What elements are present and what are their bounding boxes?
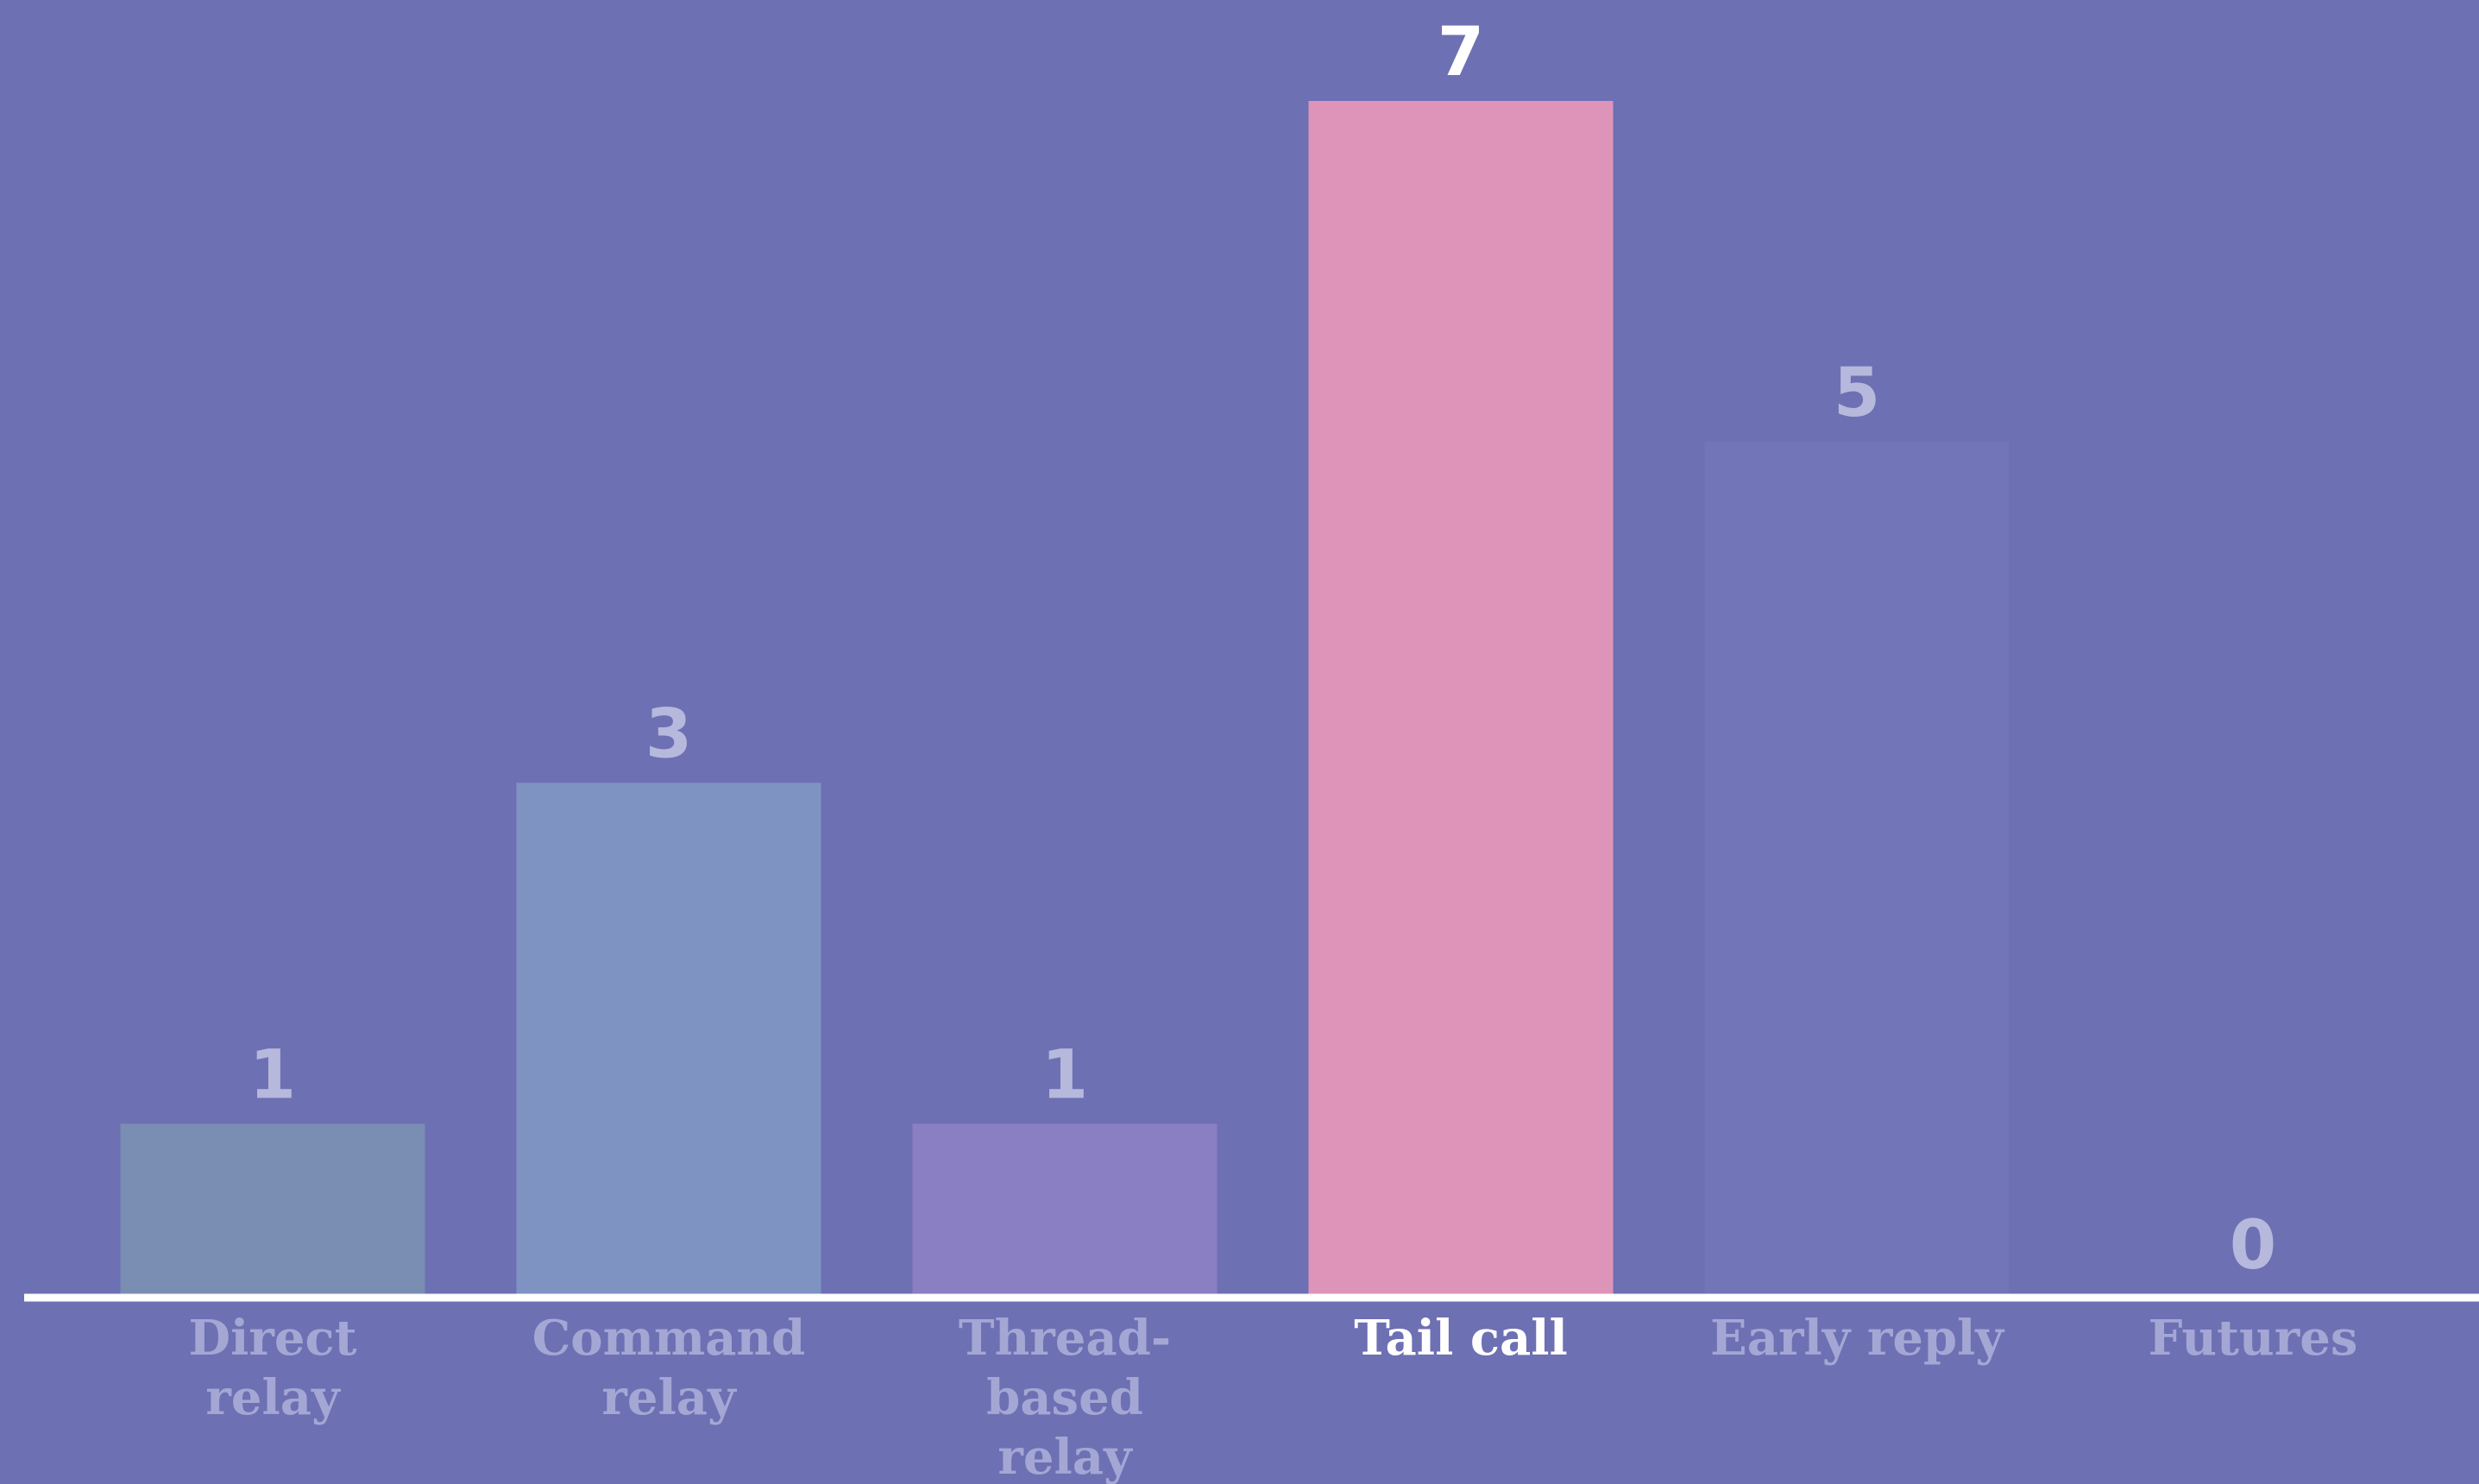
category-label-command-relay: Command relay [532, 1310, 806, 1426]
category-label-line: relay [601, 1369, 737, 1426]
bars-layer [120, 101, 2010, 1294]
category-label-early-reply: Early reply [1710, 1310, 2004, 1367]
category-label-line: Thread- [959, 1310, 1171, 1367]
bar-direct-relay [120, 1123, 425, 1294]
category-label-line: Direct [189, 1310, 357, 1367]
value-labels-layer: 1 3 1 7 5 0 [249, 14, 2276, 1285]
bar-tail-call [1308, 101, 1614, 1294]
category-label-line: Tail call [1354, 1310, 1568, 1367]
category-label-tail-call: Tail call [1354, 1310, 1568, 1367]
value-label-early-reply: 5 [1834, 355, 1880, 432]
category-label-line: relay [205, 1369, 341, 1426]
category-label-thread-based-relay: Thread-based relay [959, 1310, 1171, 1484]
value-label-futures: 0 [2230, 1207, 2276, 1285]
category-label-line: based [986, 1369, 1143, 1426]
category-label-direct-relay: Direct relay [189, 1310, 357, 1426]
value-label-direct-relay: 1 [249, 1036, 296, 1114]
value-label-tail-call: 7 [1438, 14, 1484, 91]
bar-thread-based-relay [912, 1123, 1217, 1294]
category-label-line: Futures [2149, 1310, 2358, 1367]
value-label-command-relay: 3 [645, 695, 692, 773]
category-label-futures: Futures [2149, 1310, 2358, 1367]
category-label-line: relay [997, 1429, 1133, 1484]
category-label-line: Command [532, 1310, 806, 1367]
category-label-line: Early reply [1710, 1310, 2004, 1367]
bar-command-relay [516, 783, 821, 1294]
bar-early-reply [1704, 442, 2010, 1294]
value-label-thread-based-relay: 1 [1041, 1036, 1088, 1114]
